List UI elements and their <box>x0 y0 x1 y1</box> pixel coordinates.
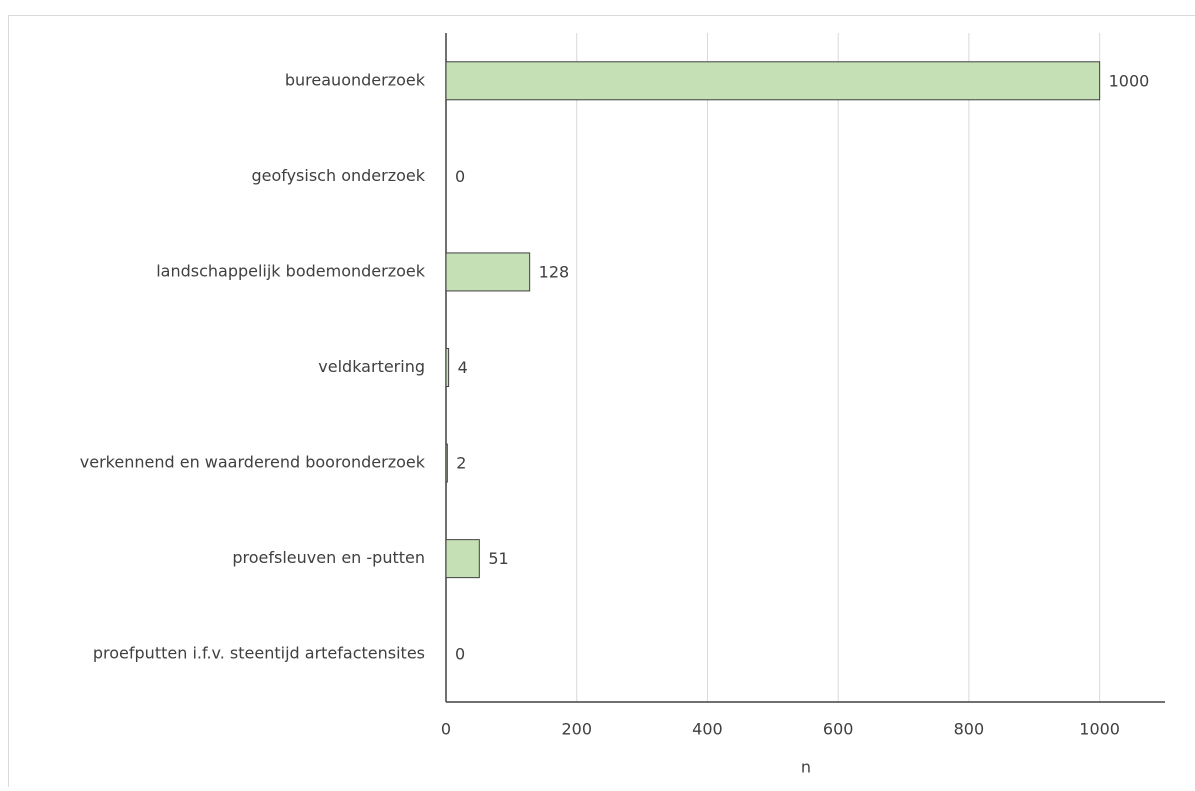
x-tick-label: 0 <box>441 720 451 739</box>
x-tick-label: 600 <box>823 720 854 739</box>
data-label: 2 <box>456 454 466 473</box>
x-axis-label: n <box>801 758 811 777</box>
bar <box>446 444 447 482</box>
x-tick-label: 800 <box>954 720 985 739</box>
chart-frame <box>9 16 1195 788</box>
y-tick-label: landschappelijk bodemonderzoek <box>156 261 426 280</box>
data-label: 0 <box>455 167 465 186</box>
y-tick-label: veldkartering <box>318 357 425 376</box>
y-tick-label: verkennend en waarderend booronderzoek <box>80 453 426 472</box>
y-tick-label: proefputten i.f.v. steentijd artefactens… <box>93 644 425 663</box>
data-label: 128 <box>539 262 570 281</box>
x-tick-label: 1000 <box>1079 720 1120 739</box>
y-tick-label: geofysisch onderzoek <box>251 166 425 185</box>
bar <box>446 62 1100 100</box>
data-label: 1000 <box>1109 71 1150 90</box>
bar <box>446 253 530 291</box>
y-tick-label: bureauonderzoek <box>285 70 426 89</box>
y-tick-label: proefsleuven en -putten <box>232 548 425 567</box>
data-label: 4 <box>458 358 468 377</box>
data-label: 51 <box>488 549 508 568</box>
bar <box>446 540 479 578</box>
data-label: 0 <box>455 645 465 664</box>
bar <box>446 349 449 387</box>
x-tick-label: 200 <box>561 720 592 739</box>
x-tick-label: 400 <box>692 720 723 739</box>
